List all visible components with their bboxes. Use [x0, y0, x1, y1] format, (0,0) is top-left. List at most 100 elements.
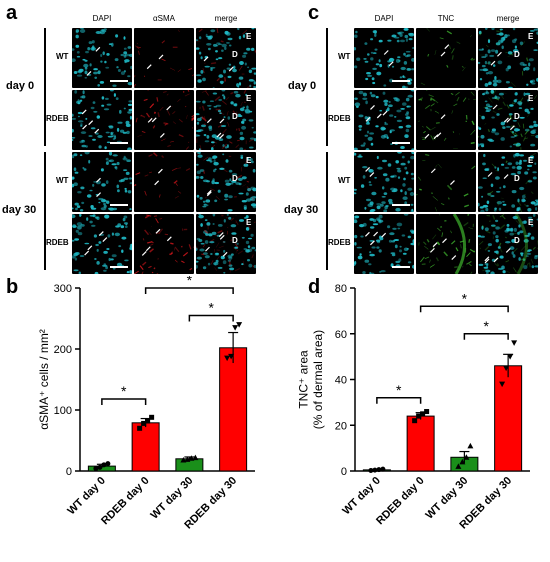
dermis-label: D: [514, 112, 520, 121]
bar: [494, 365, 523, 472]
column-header-merge: merge: [496, 14, 520, 23]
scale-bar: [392, 204, 410, 206]
y-axis-label-line: TNC⁺ area: [296, 350, 310, 409]
data-point: [372, 467, 378, 473]
data-point: [459, 458, 466, 465]
scale-bar: [392, 80, 410, 82]
micrograph-tile: [416, 152, 476, 212]
column-header-merge: merge: [214, 14, 238, 23]
genotype-label: WT: [338, 176, 351, 185]
day-label: day 30: [2, 204, 37, 216]
micrograph-tile: [354, 214, 414, 274]
panel-letter-c: c: [308, 2, 320, 24]
significance-bracket: [419, 305, 509, 313]
day-label: day 0: [6, 80, 35, 92]
micrograph-tile: [134, 28, 194, 88]
data-point: [424, 409, 430, 415]
micrograph-tile: [134, 90, 194, 150]
micrograph-tile: [72, 90, 132, 150]
bar: [406, 415, 435, 472]
data-point: [228, 353, 235, 360]
scale-bar: [110, 142, 128, 144]
bar: [219, 347, 248, 472]
column-header-dapi: DAPI: [92, 14, 112, 23]
data-point: [93, 466, 99, 472]
data-point: [137, 425, 143, 431]
day-group-bracket: [44, 28, 46, 146]
day-group-bracket: [326, 28, 328, 146]
day-label: day 0: [288, 80, 317, 92]
micrograph-tile: [416, 28, 476, 88]
micrograph-tile: [354, 90, 414, 150]
genotype-label: RDEB: [328, 114, 351, 123]
genotype-label: RDEB: [46, 114, 69, 123]
epidermis-label: E: [528, 218, 534, 227]
data-point: [224, 355, 231, 362]
data-point: [141, 420, 147, 426]
y-axis-label: αSMA⁺ cells / mm²: [37, 329, 51, 430]
micrograph-tile: [134, 152, 194, 212]
scale-bar: [110, 266, 128, 268]
category-label: WT day 30: [424, 475, 471, 522]
dermis-label: D: [232, 236, 238, 245]
data-point: [511, 340, 518, 346]
micrograph-tile: [416, 90, 476, 150]
y-tick-label: 200: [54, 344, 72, 356]
scale-bar: [110, 204, 128, 206]
y-tick-label: 0: [341, 466, 347, 478]
day-label: day 30: [284, 204, 319, 216]
epidermis-label: E: [246, 218, 252, 227]
genotype-label: WT: [56, 52, 69, 61]
dermis-label: D: [514, 174, 520, 183]
y-tick-label: 20: [335, 420, 347, 432]
column-header-dapi: DAPI: [374, 14, 394, 23]
epidermis-label: E: [246, 156, 252, 165]
y-tick-label: 0: [66, 466, 72, 478]
micrograph-tile: [416, 214, 476, 274]
scale-bar: [110, 80, 128, 82]
y-tick-label: 80: [335, 283, 347, 295]
data-point: [467, 442, 474, 449]
dermis-label: D: [232, 50, 238, 59]
scale-bar: [392, 266, 410, 268]
data-point: [503, 365, 510, 372]
y-tick-label: 300: [54, 283, 72, 295]
significance-bracket: [376, 397, 422, 404]
category-label: WT day 0: [340, 475, 383, 518]
data-point: [105, 461, 111, 467]
y-tick-label: 100: [54, 405, 72, 417]
micrograph-tile: [354, 152, 414, 212]
panel-letter-b: b: [6, 276, 19, 298]
micrograph-tile: [134, 214, 194, 274]
genotype-label: RDEB: [46, 238, 69, 247]
day-group-bracket: [44, 152, 46, 270]
data-point: [192, 454, 199, 461]
category-label: WT day 30: [149, 475, 196, 522]
scale-bar: [392, 142, 410, 144]
epidermis-label: E: [528, 32, 534, 41]
y-axis-label-line: (% of dermal area): [311, 330, 325, 429]
micrograph-tile: [72, 152, 132, 212]
significance-star: *: [121, 383, 127, 399]
panel-letter-a: a: [6, 2, 18, 24]
category-label: WT day 0: [65, 475, 108, 518]
data-point: [101, 462, 107, 468]
data-point: [412, 418, 418, 424]
significance-star: *: [209, 299, 215, 315]
y-axis-label: TNC⁺ area(% of dermal area): [296, 330, 324, 429]
micrograph-tile: [354, 28, 414, 88]
data-point: [368, 468, 374, 474]
dermis-label: D: [232, 174, 238, 183]
dermis-label: D: [232, 112, 238, 121]
epidermis-label: E: [246, 94, 252, 103]
significance-star: *: [462, 290, 468, 306]
data-point: [236, 322, 243, 328]
genotype-label: RDEB: [328, 238, 351, 247]
